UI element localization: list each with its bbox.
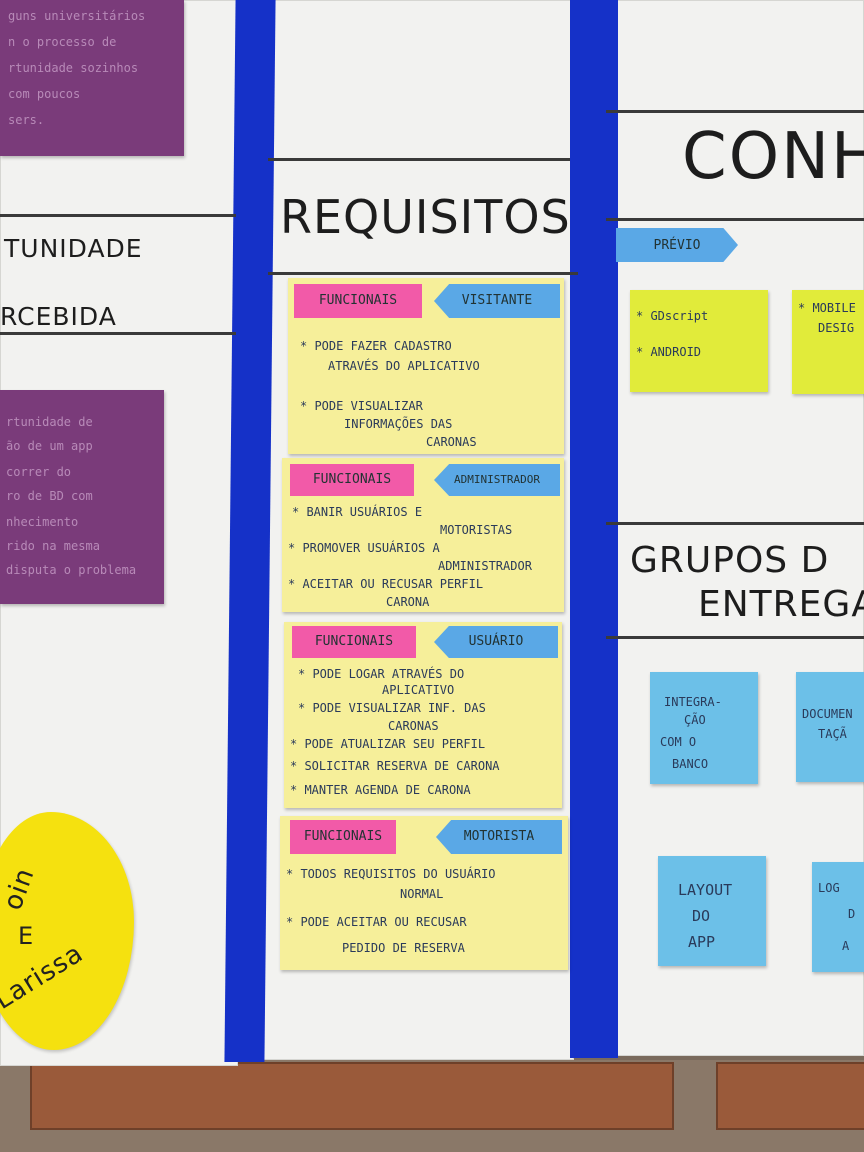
blue-note-login: LOG D A [812,862,864,972]
note-line: COM O [660,735,697,749]
requirement-line: PEDIDO DE RESERVA [342,941,465,955]
requirement-line: ATRAVÉS DO APLICATIVO [328,359,480,373]
note-line: APP [688,933,716,951]
requirement-line: * BANIR USUÁRIOS E [292,505,423,519]
divider-line [606,522,864,525]
green-note-design: * MOBILE DESIG [792,290,864,394]
note-line: ão de um app [6,439,93,453]
note-line: nhecimento [6,515,79,529]
brick [716,1062,864,1130]
note-line: ÇÃO [684,713,706,727]
funcionais-tag: FUNCIONAIS [292,626,416,658]
yellow-name-blob: oin E Larissa [0,812,134,1050]
note-line: sers. [8,113,45,127]
note-line: DESIG [818,321,855,335]
divider-line [606,110,864,113]
note-line: n o processo de [8,35,117,49]
note-line: BANCO [672,757,709,771]
requirement-line: * SOLICITAR RESERVA DE CARONA [290,759,500,773]
grupos-title: ENTREGA [698,584,864,625]
note-line: A [842,939,850,953]
note-line: com poucos [8,87,81,101]
requirement-line: CARONAS [426,435,477,449]
note-line: LAYOUT [678,881,733,899]
divider-line [268,158,570,161]
note-line: ro de BD com [6,489,93,503]
divider-line [0,332,236,335]
funcionais-tag: FUNCIONAIS [290,464,414,496]
requirement-line: * PODE ATUALIZAR SEU PERFIL [290,737,486,751]
requirement-line: APLICATIVO [382,683,455,697]
note-line: rtunidade de [6,415,93,429]
requirement-line: * PODE LOGAR ATRAVÉS DO [298,667,465,681]
conhecimento-title: CONHE [682,120,864,194]
note-line: * ANDROID [636,345,702,359]
requirement-line: CARONAS [388,719,439,733]
role-tag: ADMINISTRADOR [434,464,560,496]
funcionais-tag: FUNCIONAIS [294,284,422,318]
note-line: rido na mesma [6,539,100,553]
blue-tape-right [570,0,618,1058]
requirement-line: * PODE ACEITAR OU RECUSAR [286,915,467,929]
divider-line [606,218,864,221]
note-line: guns universitários [8,9,146,23]
note-line: disputa o problema [6,563,137,577]
blue-note-layout: LAYOUT DO APP [658,856,766,966]
blue-note-documentacao: DOCUMEN TAÇÃ [796,672,864,782]
divider-line [606,636,864,639]
note-line: * MOBILE [798,301,856,315]
note-line: correr do [6,465,72,479]
role-tag: MOTORISTA [436,820,562,854]
note-line: DO [692,907,711,925]
requirement-line: * PODE VISUALIZAR INF. DAS [298,701,486,715]
blob-text: E [18,922,35,950]
requirement-line: INFORMAÇÕES DAS [344,417,453,431]
grupos-title: GRUPOS D [630,540,830,581]
section-heading: TUNIDADE [4,234,143,263]
requirement-card-motorista: FUNCIONAIS MOTORISTA * TODOS REQUISITOS … [280,816,568,970]
funcionais-tag: FUNCIONAIS [290,820,396,854]
requirement-card-visitante: FUNCIONAIS VISITANTE * PODE FAZER CADAST… [288,278,564,454]
requirement-line: * PODE VISUALIZAR [300,399,423,413]
green-note-skills: * GDscript * ANDROID [630,290,768,392]
note-line: LOG [818,881,840,895]
requirement-line: * ACEITAR OU RECUSAR PERFIL [288,577,484,591]
requirement-line: CARONA [386,595,430,609]
blue-note-integracao: INTEGRA- ÇÃO COM O BANCO [650,672,758,784]
note-line: rtunidade sozinhos [8,61,139,75]
note-line: DOCUMEN [802,707,853,721]
requirement-line: ADMINISTRADOR [438,559,532,573]
role-tag: VISITANTE [434,284,560,318]
requirement-line: * PROMOVER USUÁRIOS A [288,541,440,555]
section-heading: RCEBIDA [0,302,117,331]
brick [30,1062,674,1130]
blob-text: oin [0,863,41,915]
requisitos-title: REQUISITOS [280,190,571,244]
note-line: * GDscript [636,309,709,323]
note-line: D [848,907,856,921]
role-tag: USUÁRIO [434,626,558,658]
previo-tag: PRÉVIO [616,228,738,262]
blob-text: Larissa [0,938,89,1016]
purple-note-top: guns universitários n o processo de rtun… [0,0,184,156]
note-line: TAÇÃ [818,727,847,741]
divider-line [268,272,578,275]
requirement-card-usuario: FUNCIONAIS USUÁRIO * PODE LOGAR ATRAVÉS … [284,622,562,808]
requirement-line: * MANTER AGENDA DE CARONA [290,783,471,797]
requirement-line: * PODE FAZER CADASTRO [300,339,452,353]
note-line: INTEGRA- [664,695,722,709]
purple-note-middle: rtunidade de ão de um app correr do ro d… [0,390,164,604]
requirement-line: * TODOS REQUISITOS DO USUÁRIO [286,867,496,881]
requirement-line: MOTORISTAS [440,523,513,537]
requirement-card-administrador: FUNCIONAIS ADMINISTRADOR * BANIR USUÁRIO… [282,458,564,612]
requirement-line: NORMAL [400,887,444,901]
divider-line [0,214,236,217]
